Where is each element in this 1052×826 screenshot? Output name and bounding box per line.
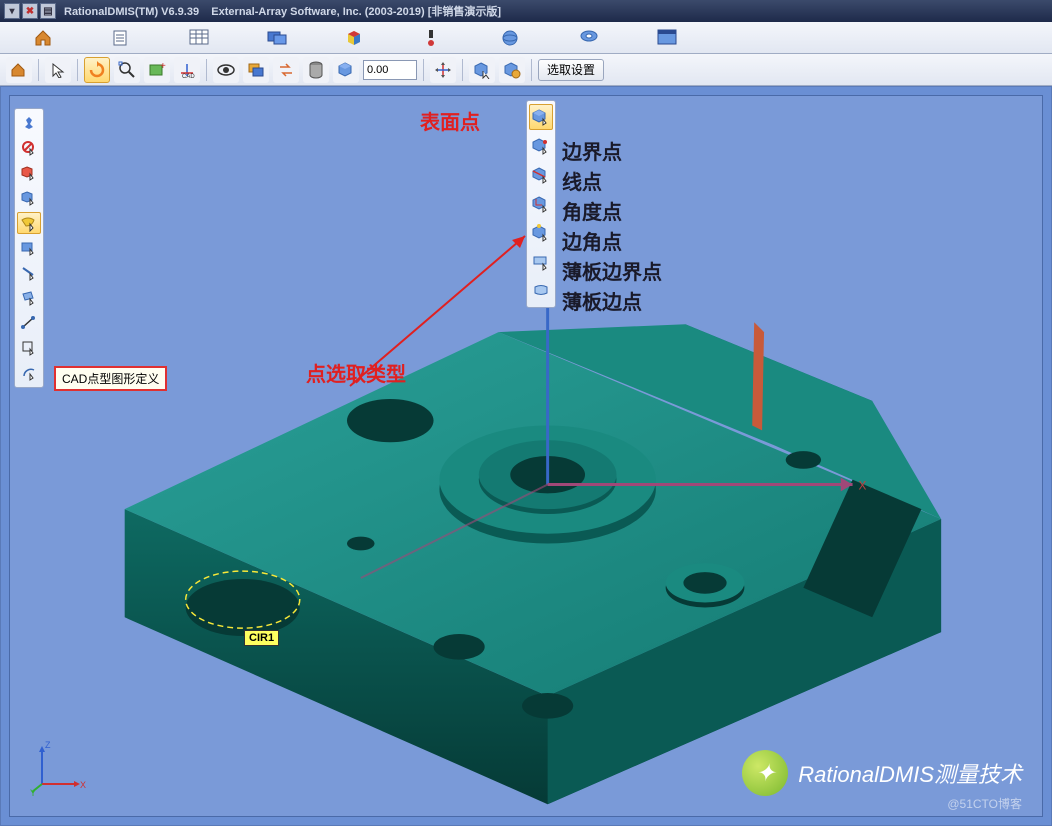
tb-disc[interactable]	[554, 24, 624, 52]
sb-add-view[interactable]: +	[144, 57, 170, 83]
system-menu-icons: ▾ ✖ ▤	[4, 3, 56, 19]
sys-icon-3[interactable]: ▤	[40, 3, 56, 19]
point-type-dropdown	[526, 100, 556, 308]
lp-cad-def[interactable]	[17, 237, 41, 259]
dp-line-point[interactable]	[529, 162, 553, 188]
svg-text:Y: Y	[30, 788, 36, 796]
anno-label-3: 边角点	[562, 226, 622, 255]
anno-label-0: 边界点	[562, 136, 622, 165]
tb-cube-color[interactable]	[320, 24, 390, 52]
sb-swap[interactable]	[273, 57, 299, 83]
workspace: X CAD点型图形定义	[0, 86, 1052, 826]
lp-arc[interactable]	[17, 362, 41, 384]
sb-refresh[interactable]	[84, 57, 110, 83]
anno-surface-point: 表面点	[420, 106, 480, 135]
sb-cube-pick[interactable]	[333, 57, 359, 83]
lp-surface-pick[interactable]	[17, 212, 41, 234]
watermark-sub: @51CTO博客	[947, 795, 1022, 812]
lp-line[interactable]	[17, 312, 41, 334]
sb-cad-axis[interactable]: CAD	[174, 57, 200, 83]
view-triad: Z X Y	[30, 736, 90, 796]
svg-text:Z: Z	[45, 740, 51, 750]
feature-label-cir1[interactable]: CIR1	[244, 630, 279, 646]
main-toolbar	[0, 22, 1052, 54]
tb-sphere[interactable]	[476, 24, 546, 52]
sb-db[interactable]	[303, 57, 329, 83]
anno-label-5: 薄板边点	[562, 286, 642, 315]
anno-point-type: 点选取类型	[306, 358, 406, 387]
sb-layers[interactable]	[243, 57, 269, 83]
cad-def-tooltip: CAD点型图形定义	[54, 366, 167, 391]
lp-edge[interactable]	[17, 262, 41, 284]
tb-home[interactable]	[8, 24, 78, 52]
sub-toolbar: + CAD 选取设置	[0, 54, 1052, 86]
lp-cube-red[interactable]	[17, 162, 41, 184]
dp-corner-point[interactable]	[529, 220, 553, 246]
watermark-text: RationalDMIS测量技术	[798, 757, 1022, 789]
home-icon	[33, 29, 53, 47]
lp-plane[interactable]	[17, 287, 41, 309]
lp-pin[interactable]	[17, 112, 41, 134]
lp-box[interactable]	[17, 337, 41, 359]
tb-probe[interactable]	[398, 24, 468, 52]
watermark: ✦ RationalDMIS测量技术	[742, 750, 1022, 796]
tb-window[interactable]	[632, 24, 702, 52]
svg-text:X: X	[858, 478, 866, 492]
sys-icon-2[interactable]: ✖	[22, 3, 38, 19]
sb-cube-gear[interactable]	[499, 57, 525, 83]
sb-cube-surf[interactable]	[469, 57, 495, 83]
sb-move-xy[interactable]	[430, 57, 456, 83]
dp-angle-point[interactable]	[529, 191, 553, 217]
wechat-icon: ✦	[742, 750, 788, 796]
probe-icon	[423, 29, 443, 47]
svg-text:X: X	[80, 780, 86, 790]
tb-screens[interactable]	[242, 24, 312, 52]
sphere-icon	[501, 29, 521, 47]
cube-color-icon	[345, 29, 365, 47]
lp-cube-blue[interactable]	[17, 187, 41, 209]
dp-sheet-edge[interactable]	[529, 278, 553, 304]
sys-icon-1[interactable]: ▾	[4, 3, 20, 19]
tb-grid[interactable]	[164, 24, 234, 52]
sb-zoom-fit[interactable]	[114, 57, 140, 83]
disc-icon	[579, 29, 599, 47]
document-icon	[111, 29, 131, 47]
left-tool-palette	[14, 108, 44, 388]
value-input[interactable]	[363, 60, 417, 80]
screens-icon	[267, 29, 287, 47]
dp-sheet-boundary[interactable]	[529, 249, 553, 275]
lp-no-cursor[interactable]	[17, 137, 41, 159]
sb-home-dd[interactable]	[6, 57, 32, 83]
anno-label-1: 线点	[562, 166, 602, 195]
sb-eye[interactable]	[213, 57, 239, 83]
titlebar: ▾ ✖ ▤ RationalDMIS(TM) V6.9.39 External-…	[0, 0, 1052, 22]
window-title: RationalDMIS(TM) V6.9.39 External-Array …	[64, 3, 501, 19]
tb-document[interactable]	[86, 24, 156, 52]
svg-text:CAD: CAD	[182, 74, 195, 79]
anno-label-2: 角度点	[562, 196, 622, 225]
window-icon	[657, 29, 677, 47]
dp-boundary-point[interactable]	[529, 133, 553, 159]
anno-label-4: 薄板边界点	[562, 256, 662, 285]
sb-cursor[interactable]	[45, 57, 71, 83]
viewport[interactable]: X CAD点型图形定义	[9, 95, 1043, 817]
dp-surface-point[interactable]	[529, 104, 553, 130]
settings-button[interactable]: 选取设置	[538, 59, 604, 81]
grid-icon	[189, 29, 209, 47]
svg-text:+: +	[160, 62, 166, 72]
